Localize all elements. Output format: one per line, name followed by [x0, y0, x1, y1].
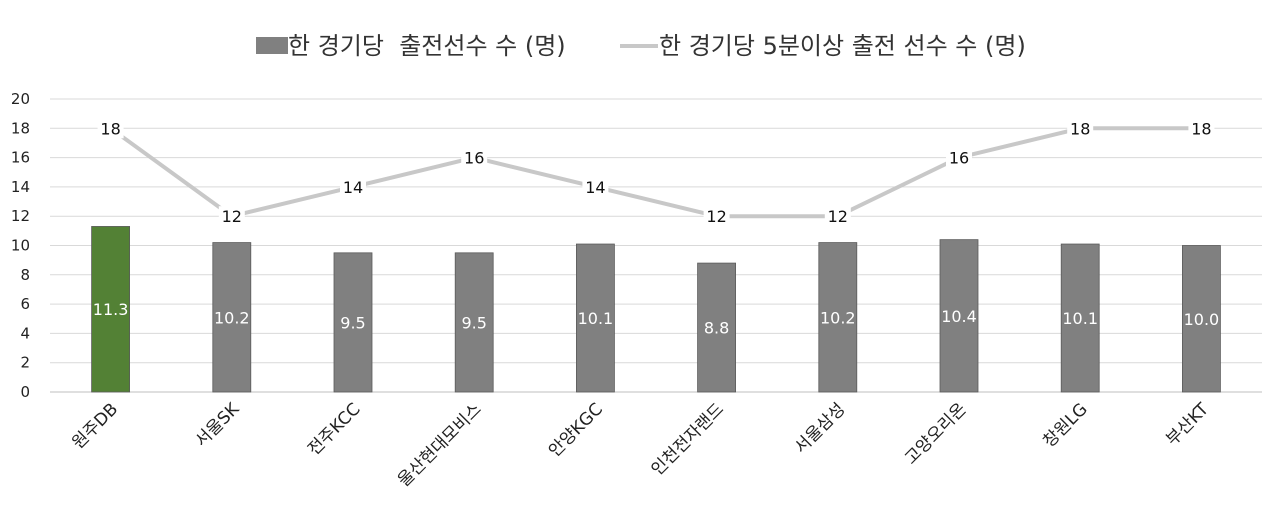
- bar: [454, 252, 494, 393]
- line-label-background: [340, 176, 366, 197]
- bar-series: 11.3 10.2 9.5 9.5 10.1 8.8 10.2 10.4 10.1 10.0: [91, 226, 1221, 393]
- x-tick-label: 서울삼성: [791, 399, 849, 457]
- line-data-label: 18: [100, 119, 120, 138]
- y-tick-label: 10: [11, 237, 30, 255]
- y-tick-label: 20: [11, 90, 30, 108]
- bar: [1182, 245, 1221, 393]
- bar-data-label: 10.4: [941, 307, 977, 326]
- bar: [939, 239, 979, 393]
- line-data-label: 14: [585, 178, 605, 197]
- y-axis: 0 2 4 6 8 10 12 14 16 18 20: [11, 90, 30, 401]
- line-label-background: [824, 206, 851, 227]
- x-tick-label: 부산KT: [1162, 399, 1213, 450]
- x-tick-label: 서울SK: [192, 399, 244, 451]
- x-tick-label: 창원LG: [1039, 399, 1091, 451]
- line-label-background: [461, 147, 488, 168]
- legend-swatch-bar: [256, 37, 288, 54]
- y-tick-label: 8: [20, 266, 30, 284]
- line-label-background: [218, 206, 245, 227]
- bar-data-label: 10.2: [820, 308, 856, 327]
- x-tick-label: 고양오리온: [901, 399, 970, 468]
- y-tick-label: 18: [11, 119, 30, 137]
- bar-data-label: 9.5: [461, 313, 486, 332]
- bar-data-label: 11.3: [93, 300, 129, 319]
- bar-data-label: 10.2: [214, 308, 250, 327]
- bar: [576, 243, 615, 393]
- line-label-background: [1188, 118, 1215, 139]
- y-tick-label: 16: [11, 149, 30, 167]
- x-tick-label: 원주DB: [68, 399, 122, 453]
- bar-data-label: 10.1: [578, 309, 614, 328]
- gridlines: [50, 98, 1262, 393]
- bar: [333, 252, 373, 393]
- bar: [697, 262, 736, 393]
- line-label-background: [946, 147, 972, 168]
- bar-data-label: 9.5: [340, 313, 365, 332]
- line-series: 18 12 14 16 14 12 12 16 18 18: [97, 118, 1215, 227]
- x-tick-label: 울산현대모비스: [394, 399, 486, 491]
- y-tick-label: 0: [20, 383, 30, 401]
- legend: 한 경기당 출전선수 수 (명) 한 경기당 5분이상 출전 선수 수 (명): [256, 32, 1026, 60]
- legend-label-bar: 한 경기당 출전선수 수 (명): [288, 32, 566, 60]
- y-tick-label: 4: [20, 324, 30, 342]
- line-data-label: 18: [1191, 119, 1211, 138]
- line-label-background: [582, 176, 609, 197]
- x-tick-label: 전주KCC: [304, 399, 364, 459]
- y-tick-label: 2: [20, 354, 30, 372]
- line-label-background: [97, 118, 124, 139]
- line-data-label: 16: [464, 149, 484, 168]
- x-axis: 원주DB 서울SK 전주KCC 울산현대모비스 안양KGC 인천전자랜드 서울삼성 고양오리온…: [68, 399, 1213, 491]
- line-data-label: 16: [949, 149, 969, 168]
- line-data-label: 18: [1070, 119, 1090, 138]
- legend-label-line: 한 경기당 5분이상 출전 선수 수 (명): [659, 32, 1026, 60]
- bar: [212, 242, 252, 393]
- line-data-label: 12: [828, 207, 848, 226]
- bar: [818, 242, 858, 393]
- y-tick-label: 6: [20, 295, 30, 313]
- line-data-label: 12: [222, 207, 242, 226]
- line-label-background: [1067, 118, 1094, 139]
- bar-data-label: 10.0: [1184, 310, 1220, 329]
- bar: [1060, 243, 1100, 393]
- line-data-label: 12: [706, 207, 726, 226]
- x-tick-label: 안양KGC: [545, 399, 607, 461]
- line-data-label: 14: [343, 178, 363, 197]
- y-tick-label: 14: [11, 178, 30, 196]
- line-path: [109, 126, 1202, 219]
- bar-data-label: 10.1: [1062, 309, 1098, 328]
- x-tick-label: 인천전자랜드: [648, 399, 728, 479]
- bar-data-label: 8.8: [704, 319, 729, 338]
- y-tick-label: 12: [11, 207, 30, 225]
- bar: [91, 226, 130, 393]
- line-label-background: [703, 206, 730, 227]
